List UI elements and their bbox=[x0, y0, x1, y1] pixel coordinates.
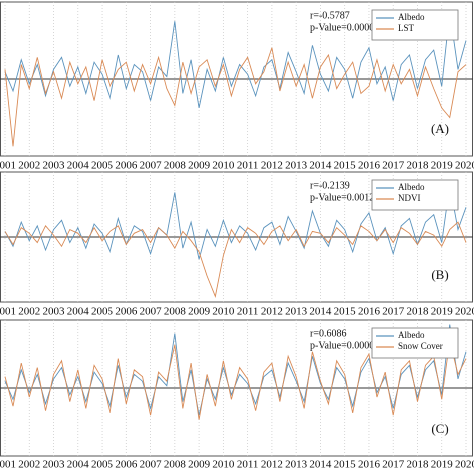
x-tick-label: 2016 bbox=[358, 459, 381, 471]
legend-label: Albedo bbox=[398, 330, 425, 340]
x-tick-label: 2006 bbox=[115, 306, 138, 318]
legend-box bbox=[371, 327, 459, 359]
x-tick-label: 2003 bbox=[43, 459, 66, 471]
x-tick-label: 2017 bbox=[382, 306, 405, 318]
legend-label: LST bbox=[398, 23, 415, 33]
x-tick-label: 2015 bbox=[334, 459, 357, 471]
x-tick-label: 2011 bbox=[237, 459, 259, 471]
x-tick-label: 2007 bbox=[140, 160, 163, 172]
x-tick-label: 2001 bbox=[0, 306, 16, 318]
panel-label: (A) bbox=[431, 121, 449, 136]
series-line bbox=[4, 11, 467, 108]
x-tick-label: 2014 bbox=[309, 459, 332, 471]
x-tick-label: 2013 bbox=[285, 459, 308, 471]
x-tick-label: 2006 bbox=[115, 160, 138, 172]
annotation: p-Value=0.0000 bbox=[310, 22, 374, 33]
x-tick-label: 2020 bbox=[455, 306, 474, 318]
x-tick-label: 2017 bbox=[382, 160, 405, 172]
x-tick-label: 2001 bbox=[0, 459, 16, 471]
x-tick-label: 2012 bbox=[261, 160, 283, 172]
x-tick-label: 2004 bbox=[67, 459, 90, 471]
x-tick-label: 2005 bbox=[91, 459, 114, 471]
x-tick-label: 2018 bbox=[406, 306, 429, 318]
x-tick-label: 2018 bbox=[406, 459, 429, 471]
annotation: r=-0.5787 bbox=[310, 10, 350, 21]
x-tick-label: 2014 bbox=[309, 160, 332, 172]
series-line bbox=[4, 221, 467, 299]
x-tick-label: 2001 bbox=[0, 160, 16, 172]
x-tick-label: 2020 bbox=[455, 459, 474, 471]
x-tick-label: 2007 bbox=[140, 306, 163, 318]
legend-label: Snow Cover bbox=[398, 341, 443, 351]
x-tick-label: 2004 bbox=[67, 306, 90, 318]
x-tick-label: 2010 bbox=[212, 160, 235, 172]
x-tick-label: 2015 bbox=[334, 306, 357, 318]
annotation: r=-0.2139 bbox=[310, 180, 350, 191]
x-tick-label: 2013 bbox=[285, 306, 308, 318]
series-line bbox=[4, 340, 467, 420]
series-line bbox=[4, 47, 467, 147]
legend-label: Albedo bbox=[398, 182, 425, 192]
x-tick-label: 2003 bbox=[43, 160, 66, 172]
x-tick-label: 2009 bbox=[188, 160, 211, 172]
x-tick-label: 2009 bbox=[188, 459, 211, 471]
x-tick-label: 2016 bbox=[358, 306, 381, 318]
legend-box bbox=[371, 9, 459, 41]
x-tick-label: 2014 bbox=[309, 306, 332, 318]
x-tick-label: 2011 bbox=[237, 160, 259, 172]
panel-label: (B) bbox=[431, 267, 448, 282]
x-tick-label: 2017 bbox=[382, 459, 405, 471]
x-tick-label: 2013 bbox=[285, 160, 308, 172]
x-tick-label: 2003 bbox=[43, 306, 66, 318]
x-tick-label: 2002 bbox=[18, 306, 40, 318]
x-tick-label: 2015 bbox=[334, 160, 357, 172]
x-tick-label: 2007 bbox=[140, 459, 163, 471]
x-tick-label: 2009 bbox=[188, 306, 211, 318]
x-tick-label: 2011 bbox=[237, 306, 259, 318]
x-tick-label: 2010 bbox=[212, 459, 235, 471]
x-tick-label: 2018 bbox=[406, 160, 429, 172]
x-tick-label: 2012 bbox=[261, 459, 283, 471]
x-tick-label: 2004 bbox=[67, 160, 90, 172]
x-tick-label: 2006 bbox=[115, 459, 138, 471]
x-tick-label: 2012 bbox=[261, 306, 283, 318]
x-tick-label: 2019 bbox=[431, 160, 454, 172]
x-tick-label: 2008 bbox=[164, 306, 187, 318]
x-tick-label: 2010 bbox=[212, 306, 235, 318]
annotation: p-Value=0.0000 bbox=[310, 340, 374, 351]
x-tick-label: 2008 bbox=[164, 160, 187, 172]
x-tick-label: 2005 bbox=[91, 160, 114, 172]
annotation: p-Value=0.0012 bbox=[310, 192, 374, 203]
legend-box bbox=[371, 179, 459, 211]
x-tick-label: 2019 bbox=[431, 306, 454, 318]
x-tick-label: 2005 bbox=[91, 306, 114, 318]
x-tick-label: 2002 bbox=[18, 459, 40, 471]
x-tick-label: 2020 bbox=[455, 160, 474, 172]
x-tick-label: 2002 bbox=[18, 160, 40, 172]
x-tick-label: 2016 bbox=[358, 160, 381, 172]
x-tick-label: 2008 bbox=[164, 459, 187, 471]
legend-label: Albedo bbox=[398, 12, 425, 22]
x-tick-label: 2019 bbox=[431, 459, 454, 471]
annotation: r=0.6086 bbox=[310, 328, 346, 339]
legend-label: NDVI bbox=[398, 193, 421, 203]
panel-label: (C) bbox=[431, 421, 448, 436]
